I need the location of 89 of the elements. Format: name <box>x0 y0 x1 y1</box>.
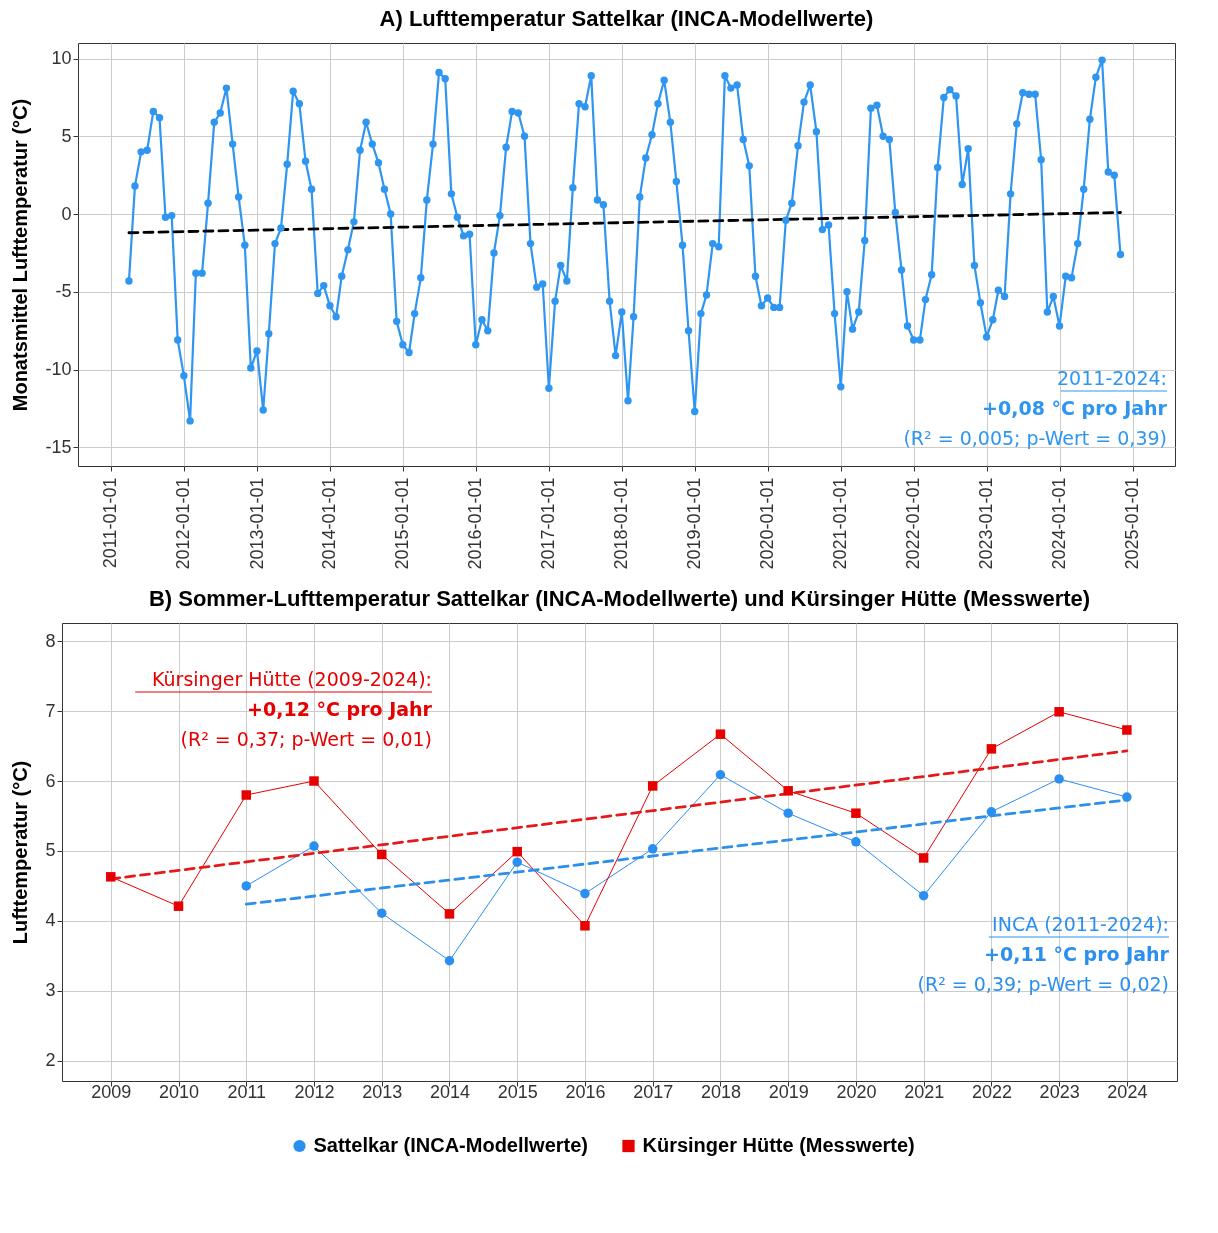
x-tick-label: 2011-01-01 <box>100 477 121 569</box>
point <box>241 881 251 891</box>
annotation: Kürsinger Hütte (2009-2024): <box>152 668 432 690</box>
y-tick-label: 4 <box>45 910 56 931</box>
y-tick-label: 6 <box>45 770 56 791</box>
x-tick-label: 2013 <box>362 1081 403 1102</box>
point <box>986 744 997 754</box>
x-tick-label: 2021-01-01 <box>830 477 851 570</box>
point <box>173 901 184 911</box>
point <box>1054 774 1064 784</box>
x-tick-label: 2023-01-01 <box>976 477 997 570</box>
x-tick-label: 2014 <box>429 1081 470 1102</box>
point <box>1054 707 1064 717</box>
x-tick-label: 2015-01-01 <box>392 477 413 570</box>
x-tick-label: 2016 <box>565 1081 606 1102</box>
point <box>647 781 658 791</box>
x-tick-label: 2012 <box>294 1081 335 1102</box>
x-tick-label: 2025-01-01 <box>1122 477 1143 570</box>
point <box>1122 792 1132 802</box>
y-tick-label: 3 <box>45 980 56 1001</box>
y-tick-label: 5 <box>61 125 72 146</box>
x-tick-label: 2017 <box>633 1081 674 1102</box>
y-tick-label: 8 <box>45 630 56 651</box>
x-tick-label: 2024 <box>1107 1081 1148 1102</box>
point <box>241 790 251 800</box>
x-tick-label: 2020-01-01 <box>757 477 778 570</box>
y-tick-label: -10 <box>45 359 72 380</box>
annotation: +0,12 °C pro Jahr <box>247 698 433 720</box>
point <box>309 841 319 851</box>
point <box>647 844 658 854</box>
x-tick-label: 2014-01-01 <box>319 477 340 570</box>
x-tick-label: 2016-01-01 <box>465 477 486 570</box>
x-tick-label: 2010 <box>158 1081 200 1102</box>
x-tick-label: 2018-01-01 <box>611 477 632 570</box>
point <box>512 846 522 857</box>
point <box>106 872 116 882</box>
annotation: (R² = 0,005; p-Wert = 0,39) <box>903 427 1167 449</box>
annotation: INCA (2011-2024): <box>992 913 1169 935</box>
point <box>918 853 929 863</box>
point <box>376 908 387 918</box>
x-tick-label: 2012-01-01 <box>173 477 194 570</box>
x-tick-label: 2021 <box>904 1081 945 1102</box>
point <box>444 909 455 919</box>
y-tick-label: 5 <box>45 840 56 861</box>
annotation: 2011-2024: <box>1057 367 1167 389</box>
y-axis-title: Lufttemperatur (°C) <box>9 760 32 945</box>
y-tick-label: -15 <box>45 436 72 457</box>
point <box>851 808 861 818</box>
annotation: (R² = 0,37; p-Wert = 0,01) <box>180 728 432 750</box>
point <box>444 956 455 966</box>
point <box>851 837 861 847</box>
x-tick-label: 2019 <box>768 1081 809 1102</box>
point <box>376 849 387 860</box>
y-tick-label: -5 <box>55 281 72 302</box>
x-tick-label: 2020 <box>836 1081 877 1102</box>
point <box>986 807 997 817</box>
x-tick-label: 2022-01-01 <box>903 477 924 570</box>
x-tick-label: 2019-01-01 <box>684 477 705 570</box>
x-tick-label: 2011 <box>227 1081 267 1102</box>
legend-label: Kürsinger Hütte (Messwerte) <box>642 1134 915 1156</box>
legend-label: Sattelkar (INCA-Modellwerte) <box>313 1134 588 1156</box>
point <box>715 770 726 780</box>
point <box>512 857 522 867</box>
point <box>580 888 590 899</box>
point <box>918 890 929 901</box>
point <box>580 921 590 931</box>
x-tick-label: 2023 <box>1039 1081 1080 1102</box>
x-tick-label: 2018 <box>700 1081 741 1102</box>
y-tick-label: 2 <box>45 1050 56 1071</box>
y-tick-label: 0 <box>61 203 72 224</box>
chart-title: A) Lufttemperatur Sattelkar (INCA-Modellwerte) <box>379 6 874 31</box>
point <box>309 776 319 786</box>
x-tick-label: 2013-01-01 <box>246 477 267 570</box>
x-tick-label: 2022 <box>971 1081 1012 1102</box>
annotation: +0,11 °C pro Jahr <box>984 943 1170 965</box>
x-tick-label: 2015 <box>497 1081 538 1102</box>
y-axis-title: Monatsmittel Lufttemperatur (°C) <box>9 98 32 412</box>
x-tick-label: 2017-01-01 <box>538 477 559 570</box>
y-tick-label: 7 <box>45 700 56 721</box>
x-tick-label: 2024-01-01 <box>1049 477 1070 570</box>
chart-title: B) Sommer-Lufttemperatur Sattelkar (INCA-Modellwerte) und Kürsinger Hütte (Messwerte) <box>148 586 1091 611</box>
point <box>1122 725 1132 735</box>
point <box>715 729 726 739</box>
x-tick-label: 2009 <box>91 1081 132 1102</box>
annotation: (R² = 0,39; p-Wert = 0,02) <box>917 973 1169 995</box>
y-tick-label: 10 <box>51 48 72 69</box>
point <box>783 786 793 796</box>
point <box>783 808 793 818</box>
annotation: +0,08 °C pro Jahr <box>982 397 1168 419</box>
